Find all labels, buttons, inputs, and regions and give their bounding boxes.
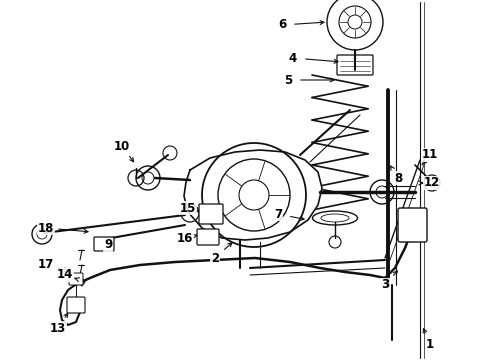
Text: 4: 4 bbox=[289, 51, 297, 64]
FancyBboxPatch shape bbox=[67, 297, 85, 313]
Text: 14: 14 bbox=[57, 269, 73, 282]
FancyBboxPatch shape bbox=[69, 273, 83, 285]
Text: 18: 18 bbox=[38, 221, 54, 234]
Text: 17: 17 bbox=[38, 258, 54, 271]
Text: 8: 8 bbox=[394, 171, 402, 184]
Text: 2: 2 bbox=[211, 252, 219, 265]
Text: 11: 11 bbox=[422, 148, 438, 162]
Text: 5: 5 bbox=[284, 73, 292, 86]
Text: 3: 3 bbox=[381, 279, 389, 292]
Text: 12: 12 bbox=[424, 176, 440, 189]
Polygon shape bbox=[184, 150, 322, 240]
FancyBboxPatch shape bbox=[94, 237, 114, 251]
Text: 10: 10 bbox=[114, 139, 130, 153]
Text: 13: 13 bbox=[50, 321, 66, 334]
FancyBboxPatch shape bbox=[398, 208, 427, 242]
Text: 16: 16 bbox=[177, 231, 193, 244]
Text: 6: 6 bbox=[278, 18, 286, 31]
FancyBboxPatch shape bbox=[197, 229, 219, 245]
FancyBboxPatch shape bbox=[199, 204, 223, 224]
Text: 1: 1 bbox=[426, 338, 434, 351]
Text: 15: 15 bbox=[180, 202, 196, 215]
Text: 7: 7 bbox=[274, 207, 282, 220]
Text: 9: 9 bbox=[104, 238, 112, 252]
